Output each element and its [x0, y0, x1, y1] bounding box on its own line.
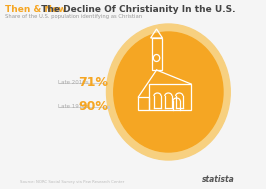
- Circle shape: [114, 32, 223, 152]
- Text: Late 1970s: Late 1970s: [58, 105, 89, 109]
- Text: Late 2010s: Late 2010s: [58, 81, 89, 85]
- Text: statista: statista: [202, 175, 235, 184]
- Text: Share of the U.S. population identifying as Christian: Share of the U.S. population identifying…: [5, 14, 142, 19]
- Circle shape: [106, 24, 230, 160]
- Text: Then & Now: Then & Now: [5, 5, 66, 14]
- Text: The Decline Of Christianity In the U.S.: The Decline Of Christianity In the U.S.: [38, 5, 236, 14]
- Text: 90%: 90%: [78, 101, 108, 114]
- Text: Source: NORC Social Survey via Pew Research Center: Source: NORC Social Survey via Pew Resea…: [20, 180, 124, 184]
- Text: 71%: 71%: [78, 77, 108, 90]
